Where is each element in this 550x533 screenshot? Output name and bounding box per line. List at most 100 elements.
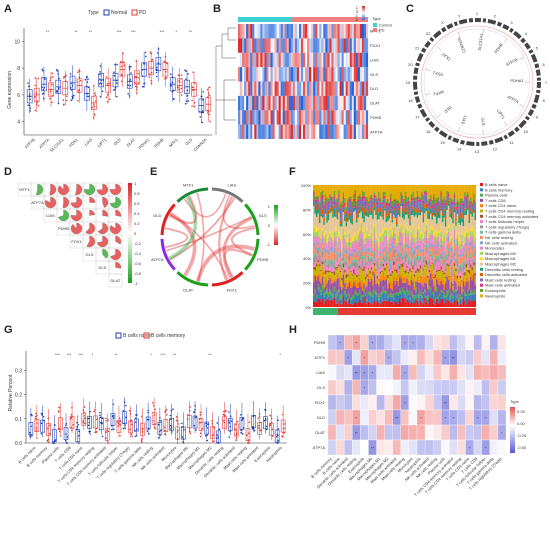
panel-f-bar-segment	[341, 293, 343, 299]
panel-b-cell	[347, 24, 350, 39]
panel-f-bar-segment	[425, 260, 428, 265]
panel-f-bar-segment	[364, 288, 367, 293]
panel-f-bar-segment	[471, 280, 474, 293]
panel-f-bar-segment	[376, 278, 379, 282]
panel-f-bar-segment	[458, 223, 460, 238]
panel-b-rowlabel: ATP7A	[370, 129, 383, 134]
panel-f-bar-segment	[313, 247, 315, 255]
panel-e-chord-link	[169, 197, 236, 261]
panel-h-cell	[392, 439, 401, 456]
panel-f-bar-segment	[456, 211, 459, 214]
panel-f-bar-segment	[370, 194, 373, 197]
panel-f-bar-segment	[336, 242, 339, 248]
panel-b-cell	[359, 52, 363, 68]
panel-f-bar-segment	[367, 261, 370, 269]
panel-a-xlabel: PDHB	[153, 137, 165, 149]
panel-h-cell	[368, 394, 377, 411]
panel-f-bar-segment	[397, 235, 399, 242]
panel-f-bar-segment	[449, 299, 451, 303]
panel-a-point	[184, 69, 186, 72]
panel-f-bar-segment	[425, 302, 428, 307]
panel-b-cell	[333, 81, 336, 96]
panel-f-bar-segment	[415, 256, 417, 260]
panel-f-bar-segment	[317, 284, 319, 290]
panel-f-bar-segment	[329, 247, 331, 252]
panel-f-bar-segment	[375, 210, 377, 216]
panel-h-cell	[400, 409, 410, 426]
panel-f-bar-segment	[347, 300, 349, 305]
panel-b-cell	[262, 67, 265, 82]
panel-b-cell	[303, 38, 306, 53]
panel-f-bar-segment	[364, 215, 367, 233]
panel-f-bar-segment	[455, 225, 457, 234]
panel-b-cell	[315, 67, 318, 82]
panel-f-bar-segment	[329, 251, 331, 259]
panel-f-bar-segment	[398, 245, 401, 254]
panel-f-bar-segment	[447, 289, 450, 294]
panel-b-cell	[347, 67, 350, 82]
panel-f-bar-segment	[398, 293, 401, 299]
panel-f-bar-segment	[360, 206, 362, 212]
panel-f-bar-segment	[385, 243, 388, 246]
panel-f-bar-segment	[341, 270, 343, 278]
panel-a-point	[99, 95, 102, 98]
panel-f-bar-segment	[324, 185, 327, 195]
panel-d-pie	[96, 235, 109, 248]
panel-b-cell	[357, 110, 360, 125]
panel-f-bar-segment	[339, 283, 342, 287]
panel-f-bar-segment	[456, 290, 459, 295]
panel-f-bar-segment	[391, 294, 394, 298]
panel-f-bar-segment	[419, 197, 422, 200]
panel-f-bar-segment	[354, 261, 357, 270]
panel-f-bar-segment	[465, 197, 468, 200]
panel-f-bar-segment	[360, 294, 362, 300]
panel-f-bar-segment	[332, 279, 334, 284]
panel-f-bar-segment	[314, 253, 317, 256]
panel-f-bar-segment	[406, 197, 408, 203]
panel-f-bar-segment	[315, 295, 318, 298]
panel-f-bar-segment	[453, 263, 456, 266]
panel-b-cell	[359, 81, 363, 96]
panel-f-bar-segment	[363, 209, 365, 216]
panel-f-bar-segment	[395, 218, 398, 225]
panel-f-bar-segment	[410, 279, 413, 291]
panel-b-cell	[333, 110, 336, 125]
panel-g-point	[46, 427, 49, 430]
panel-g-point	[234, 428, 237, 430]
panel-f-bar-segment	[357, 295, 359, 303]
panel-h-cell	[352, 379, 361, 396]
panel-f-bar-segment	[455, 243, 457, 248]
panel-e-chord-link	[168, 195, 198, 225]
panel-f-bar-segment	[344, 197, 346, 203]
panel-d-pie	[70, 209, 83, 222]
panel-f-bar-segment	[345, 249, 348, 254]
panel-h-cell	[433, 349, 442, 366]
panel-b-cell	[363, 24, 367, 39]
panel-a-point	[108, 82, 111, 84]
panel-b-cell	[282, 95, 285, 111]
panel-f-legend-item: T cells CD4 memory resting	[485, 209, 534, 214]
panel-h-cell	[360, 334, 369, 351]
panel-f-bar-segment	[398, 231, 401, 243]
panel-f-bar-segment	[446, 265, 448, 275]
panel-b-cell	[337, 95, 340, 111]
panel-f-bar-segment	[379, 263, 382, 266]
panel-f-ytick: 60%	[303, 232, 311, 237]
panel-f-bar-segment	[435, 262, 438, 271]
panel-d-pie	[35, 183, 44, 196]
panel-f-bar-segment	[443, 196, 445, 200]
panel-f-bar-segment	[428, 211, 431, 215]
panel-f-bar-segment	[465, 304, 468, 307]
panel-f-bar-segment	[342, 235, 345, 249]
panel-f-bar-segment	[464, 275, 466, 282]
panel-h-cell	[352, 349, 361, 366]
panel-g-point	[129, 412, 132, 415]
panel-f-bar-segment	[348, 212, 351, 218]
panel-f-bar-segment	[333, 208, 336, 217]
panel-a-point	[141, 85, 144, 88]
panel-h-cell	[408, 349, 418, 366]
panel-f-bar-segment	[401, 217, 404, 231]
panel-d-pie	[83, 183, 96, 196]
panel-g-point	[260, 429, 262, 432]
panel-f-bar-segment	[446, 236, 448, 246]
